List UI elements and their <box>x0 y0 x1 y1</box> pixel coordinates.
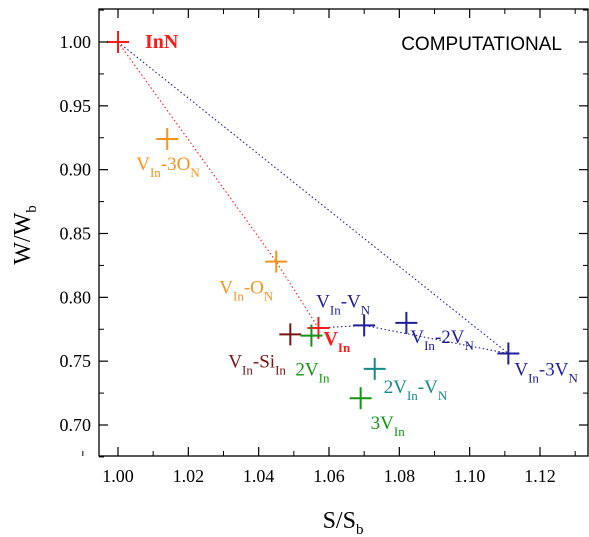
point-label-segment: V <box>228 351 242 372</box>
point-label-segment: N <box>568 371 578 386</box>
point-label-vin-sin: VIn-SiIn <box>228 351 286 377</box>
point-label-segment: In <box>319 371 330 386</box>
navy-trend-line <box>118 42 508 354</box>
x-tick-label: 1.00 <box>102 466 134 486</box>
point-label-segment: N <box>465 338 475 353</box>
point-label-2vin: 2VIn <box>295 360 330 386</box>
point-label-segment: -2V <box>435 327 465 348</box>
red-trend-line <box>118 42 318 328</box>
x-tick-label: 1.08 <box>384 466 416 486</box>
point-label-2vin-vn: 2VIn-VN <box>384 377 448 403</box>
point-inn <box>107 31 129 53</box>
y-tick-label: 0.95 <box>60 96 92 116</box>
point-label-segment: In <box>330 302 341 317</box>
point-vin-vn <box>353 314 375 336</box>
point-label-segment: 2V <box>295 360 319 381</box>
x-axis-label-sub: b <box>356 522 364 537</box>
y-axis-label-sub: b <box>24 205 40 213</box>
point-label-segment: V <box>316 291 330 312</box>
point-label-vin-vn: VIn-VN <box>316 291 371 317</box>
x-tick-label: 1.10 <box>454 466 486 486</box>
point-vin-on <box>265 251 287 273</box>
point-label-segment: N <box>264 289 274 304</box>
point-label-segment: V <box>323 328 338 350</box>
point-label-segment: N <box>190 165 200 180</box>
x-tick-label: 1.02 <box>173 466 205 486</box>
point-label-vin-3on: VIn-3ON <box>136 154 200 180</box>
y-tick-label: 1.00 <box>60 32 92 52</box>
point-3vin <box>350 387 372 409</box>
point-label-segment: V <box>136 154 150 175</box>
point-label-segment: N <box>361 302 371 317</box>
point-label-vin: VIn <box>323 328 351 355</box>
x-tick-label: 1.12 <box>524 466 556 486</box>
y-tick-label: 0.85 <box>60 224 92 244</box>
trend-lines <box>118 42 508 354</box>
point-label-segment: In <box>150 165 161 180</box>
point-label-segment: -V <box>341 291 361 312</box>
chart-title: COMPUTATIONAL <box>401 34 562 55</box>
point-label-segment: InN <box>145 31 179 53</box>
point-label-segment: In <box>275 362 286 377</box>
point-label-segment: In <box>528 371 539 386</box>
point-label-3vin: 3VIn <box>371 413 406 439</box>
point-label-vin-on: VIn-ON <box>219 278 274 304</box>
point-label-segment: In <box>242 362 253 377</box>
y-tick-label: 0.80 <box>60 287 92 307</box>
point-label-segment: In <box>407 388 418 403</box>
y-tick-label: 0.90 <box>60 160 92 180</box>
point-label-segment: V <box>219 278 233 299</box>
point-label-segment: In <box>233 289 244 304</box>
x-tick-label: 1.06 <box>313 466 345 486</box>
point-label-segment: N <box>438 388 448 403</box>
point-label-segment: In <box>338 340 351 355</box>
point-label-segment: -V <box>418 377 438 398</box>
data-points <box>107 31 519 409</box>
y-tick-label: 0.75 <box>60 351 92 371</box>
plot-frame <box>99 9 588 456</box>
point-label-segment: In <box>394 424 405 439</box>
point-vin-sin <box>279 323 301 345</box>
point-2vin-vn <box>364 358 386 380</box>
point-label-inn: InN <box>145 31 179 53</box>
point-label-segment: -Si <box>253 351 275 372</box>
point-label-segment: -O <box>244 278 264 299</box>
y-axis-label: W/Wb <box>10 205 40 264</box>
x-tick-label: 1.04 <box>243 466 275 486</box>
point-label-segment: V <box>514 360 528 381</box>
point-label-vin-3vn: VIn-3VN <box>514 360 578 386</box>
x-axis-label-main: S/S <box>323 508 356 534</box>
point-vin-3on <box>156 128 178 150</box>
point-label-segment: 3V <box>371 413 395 434</box>
point-label-segment: In <box>424 338 435 353</box>
point-label-vin-2vn: VIn-2VN <box>410 327 474 353</box>
axis-ticks: 1.00 1.02 1.04 1.06 1.08 1.10 1.12 0.70 0.75 0.80… <box>60 9 589 486</box>
point-label-segment: -3V <box>539 360 569 381</box>
x-axis-label: S/Sb <box>323 508 364 537</box>
point-label-segment: -3O <box>161 154 191 175</box>
y-axis-label-main: W/W <box>10 212 36 264</box>
point-label-segment: V <box>410 327 424 348</box>
y-tick-label: 0.70 <box>60 415 92 435</box>
point-label-segment: 2V <box>384 377 408 398</box>
